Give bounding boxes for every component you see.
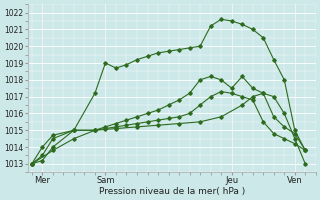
X-axis label: Pression niveau de la mer( hPa ): Pression niveau de la mer( hPa ) <box>99 187 245 196</box>
